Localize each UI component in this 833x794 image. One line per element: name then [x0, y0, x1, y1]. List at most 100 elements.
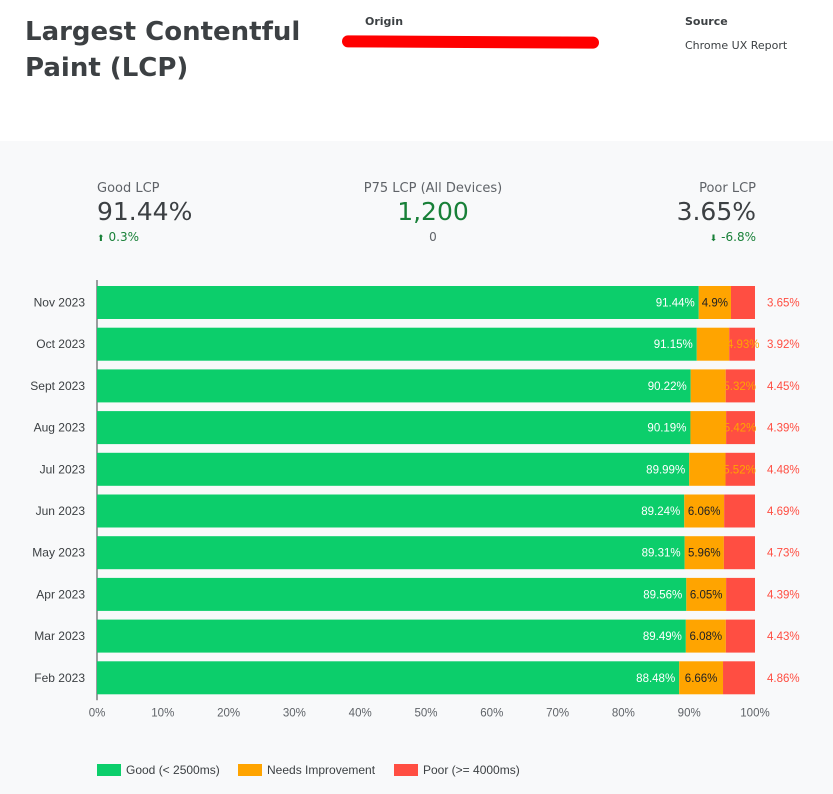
needs-value-label: 4.9% [702, 298, 728, 310]
good-lcp-label: Good LCP [97, 181, 160, 196]
bar-poor [726, 411, 755, 445]
bar-poor [729, 327, 755, 361]
bar-needs-improvement [698, 286, 731, 319]
needs-value-label: 4.93% [727, 339, 760, 351]
bar-good [97, 369, 691, 403]
x-tick-label: 0% [89, 707, 106, 719]
legend-poor-label: Poor (>= 4000ms) [423, 763, 520, 777]
bar-needs-improvement [684, 494, 725, 528]
arrow-down-icon: ⬇ [709, 234, 718, 244]
p75-lcp-delta: 0 [429, 230, 437, 244]
good-value-label: 88.48% [636, 673, 675, 685]
needs-value-label: 5.52% [723, 464, 756, 476]
x-tick-label: 50% [414, 707, 437, 719]
bar-needs-improvement [686, 577, 727, 611]
poor-lcp-delta: ⬇ -6.8% [677, 230, 756, 244]
lcp-distribution-chart: Nov 2023 91.44% 4.9% 3.65% Oct 2023 91.15% 4.9… [30, 280, 800, 719]
bar-good [97, 494, 685, 528]
bar-good [97, 327, 697, 361]
bar-good [97, 286, 699, 319]
x-tick-label: 30% [283, 707, 306, 719]
source-value: Chrome UX Report [685, 39, 788, 52]
poor-value-label: 3.65% [767, 298, 800, 310]
bar-poor [723, 536, 755, 570]
good-value-label: 91.44% [656, 298, 695, 310]
category-label: Mar 2023 [34, 629, 85, 643]
p75-lcp-label: P75 LCP (All Devices) [363, 181, 503, 196]
good-value-label: 91.15% [654, 339, 693, 351]
poor-value-label: 4.73% [767, 548, 800, 560]
bar-poor [725, 619, 755, 653]
p75-lcp-value: 1,200 [397, 197, 469, 226]
good-lcp-delta-value: 0.3% [108, 230, 140, 244]
category-label: Sept 2023 [30, 379, 85, 393]
good-lcp-delta: ⬆ 0.3% [97, 230, 192, 244]
origin-label: Origin [365, 15, 404, 28]
needs-value-label: 6.66% [685, 673, 718, 685]
bar-poor [724, 494, 755, 528]
good-lcp-kpi: Good LCP 91.44% ⬆ 0.3% [97, 181, 192, 244]
p75-lcp-kpi: P75 LCP (All Devices) 1,200 0 [333, 181, 533, 244]
poor-lcp-kpi: Poor LCP 3.65% ⬇ -6.8% [677, 181, 756, 244]
poor-value-label: 4.43% [767, 631, 800, 643]
needs-value-label: 5.96% [688, 548, 721, 560]
bar-needs-improvement [690, 411, 727, 445]
needs-value-label: 6.06% [688, 506, 721, 518]
bar-good [97, 577, 687, 611]
x-tick-label: 100% [740, 707, 769, 719]
poor-value-label: 4.39% [767, 423, 800, 435]
bar-needs-improvement [684, 536, 724, 570]
bar-good [97, 661, 680, 695]
good-value-label: 89.99% [646, 464, 685, 476]
bar-good [97, 536, 685, 570]
bar-needs-improvement [696, 327, 730, 361]
category-label: Oct 2023 [36, 337, 85, 351]
good-value-label: 90.19% [647, 423, 686, 435]
x-tick-label: 90% [678, 707, 701, 719]
bar-poor [730, 286, 755, 319]
bar-poor [726, 577, 755, 611]
poor-value-label: 4.69% [767, 506, 800, 518]
legend-needs: Needs Improvement [238, 763, 375, 777]
needs-value-label: 6.08% [690, 631, 723, 643]
bar-needs-improvement [679, 661, 724, 695]
legend-poor: Poor (>= 4000ms) [394, 763, 520, 777]
bar-poor [725, 369, 755, 403]
x-tick-label: 80% [612, 707, 635, 719]
good-value-label: 89.56% [643, 589, 682, 601]
category-label: Jul 2023 [40, 462, 86, 476]
good-value-label: 89.24% [641, 506, 680, 518]
report-header: Largest Contentful Paint (LCP) Origin So… [0, 0, 833, 141]
x-tick-label: 60% [480, 707, 503, 719]
bar-good [97, 452, 690, 486]
legend-needs-swatch [238, 764, 262, 776]
source-label: Source [685, 15, 728, 28]
category-label: Nov 2023 [34, 296, 86, 310]
poor-value-label: 4.86% [767, 673, 800, 685]
poor-value-label: 4.39% [767, 589, 800, 601]
category-label: Aug 2023 [34, 421, 86, 435]
poor-value-label: 4.48% [767, 464, 800, 476]
category-label: Jun 2023 [36, 504, 86, 518]
redacted-origin [341, 35, 600, 49]
bar-needs-improvement [685, 619, 726, 653]
category-label: May 2023 [32, 546, 85, 560]
x-tick-label: 70% [546, 707, 569, 719]
needs-value-label: 5.32% [723, 381, 756, 393]
bar-needs-improvement [689, 452, 726, 486]
poor-value-label: 3.92% [767, 339, 800, 351]
legend-good-label: Good (< 2500ms) [126, 763, 220, 777]
poor-value-label: 4.45% [767, 381, 800, 393]
bar-needs-improvement [690, 369, 726, 403]
good-value-label: 89.49% [643, 631, 682, 643]
good-value-label: 90.22% [648, 381, 687, 393]
needs-value-label: 5.42% [724, 423, 757, 435]
poor-lcp-label: Poor LCP [699, 181, 756, 196]
poor-lcp-value: 3.65% [676, 197, 756, 226]
poor-lcp-delta-value: -6.8% [721, 230, 756, 244]
category-label: Apr 2023 [36, 587, 85, 601]
category-label: Feb 2023 [34, 671, 85, 685]
legend-good: Good (< 2500ms) [97, 763, 220, 777]
good-lcp-value: 91.44% [97, 197, 193, 226]
bar-poor [725, 452, 755, 486]
